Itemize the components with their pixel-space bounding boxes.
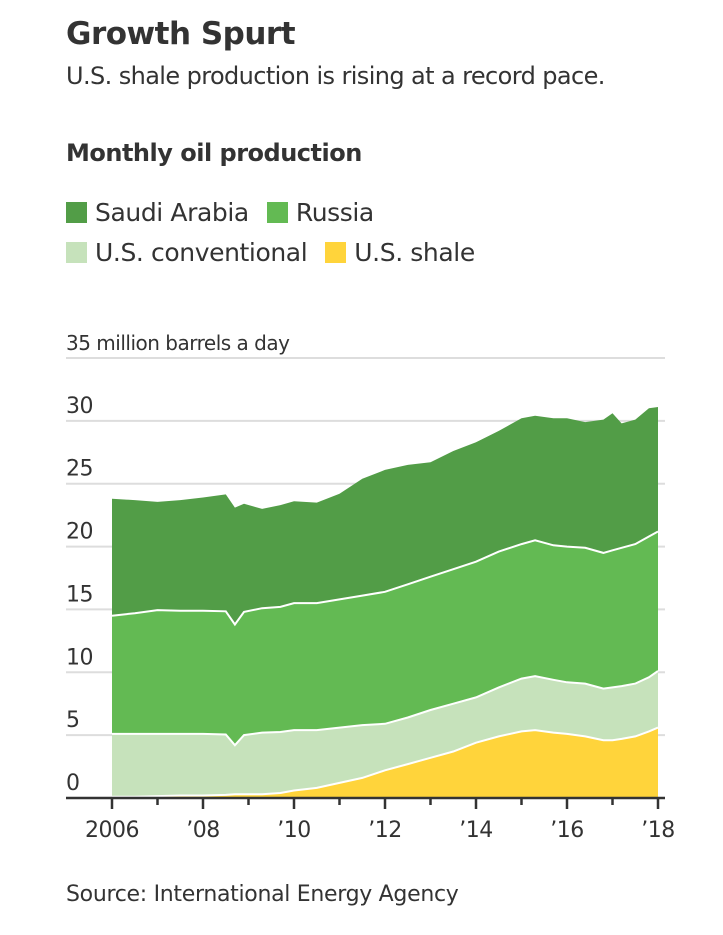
legend-item-saudi-arabia: Saudi Arabia — [66, 198, 249, 227]
legend-label-russia: Russia — [295, 197, 374, 227]
y-tick-label-25: 25 — [66, 457, 93, 482]
area-russia — [112, 531, 658, 746]
legend-label-us-shale: U.S. shale — [354, 237, 475, 267]
boundary-line-u-s-shale — [112, 726, 659, 798]
x-tick-label-2008: ’08 — [186, 818, 220, 843]
y-tick-label-15: 15 — [66, 582, 93, 607]
chart-subtitle: U.S. shale production is rising at a rec… — [66, 62, 605, 90]
y-tick-label-20: 20 — [66, 520, 93, 545]
area-u-s-conventional — [112, 671, 658, 797]
legend-label-saudi-arabia: Saudi Arabia — [95, 197, 249, 227]
legend-item-us-conventional: U.S. conventional — [66, 237, 308, 267]
source-note: Source: International Energy Agency — [66, 882, 459, 907]
y-tick-label-35: 35 million barrels a day — [66, 331, 290, 355]
y-tick-label-5: 5 — [66, 708, 80, 733]
x-tick-label-2010: ’10 — [277, 818, 311, 843]
chart-heading: Monthly oil production — [66, 139, 362, 167]
area-saudi-arabia — [112, 407, 658, 625]
y-tick-label-10: 10 — [66, 645, 93, 670]
y-tick-label-0: 0 — [66, 771, 80, 796]
x-tick-label-2014: ’14 — [459, 818, 493, 843]
x-tick-label-2006: 2006 — [85, 818, 139, 843]
x-tick-label-2016: ’16 — [550, 818, 584, 843]
legend-swatch-us-conventional — [66, 241, 87, 263]
chart-title: Growth Spurt — [66, 16, 296, 52]
legend-label-us-conventional: U.S. conventional — [95, 237, 308, 267]
x-tick-label-2012: ’12 — [368, 818, 402, 843]
x-tick-label-2018: ’18 — [641, 818, 675, 843]
legend-item-us-shale: U.S. shale — [325, 238, 475, 267]
y-tick-label-30: 30 — [66, 394, 93, 419]
legend-swatch-us-shale — [325, 241, 347, 263]
boundary-line-russia — [111, 530, 659, 627]
boundary-line-u-s-conventional — [112, 670, 659, 747]
legend-swatch-russia — [266, 201, 288, 223]
legend: Saudi Arabia Russia U.S. conventional U.… — [66, 192, 586, 272]
area-u-s-shale — [112, 727, 658, 798]
legend-swatch-saudi-arabia — [66, 201, 87, 223]
stacked-area-chart: 0 5 10 15 20 25 30 35 million barrels a day 2006… — [66, 331, 675, 843]
legend-item-russia: Russia — [266, 197, 374, 227]
